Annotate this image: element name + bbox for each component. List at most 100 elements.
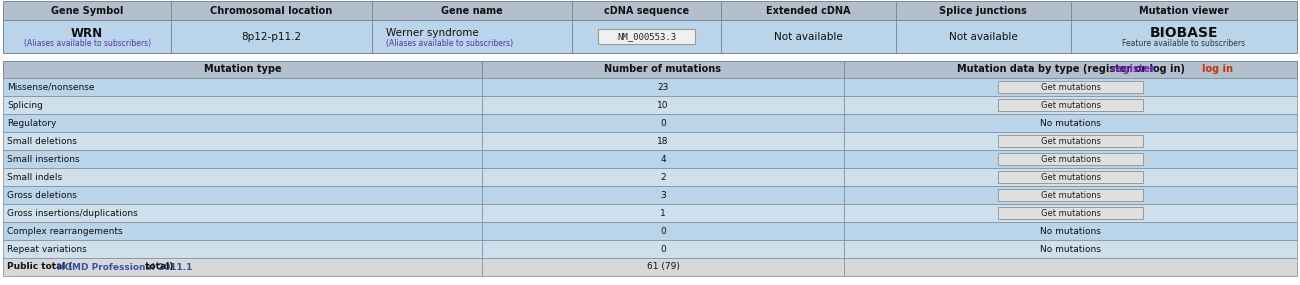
Text: HGMD Professional 2011.1: HGMD Professional 2011.1 <box>57 262 192 272</box>
Text: Number of mutations: Number of mutations <box>604 64 722 74</box>
Bar <box>844 186 1297 204</box>
Text: cDNA sequence: cDNA sequence <box>604 5 689 15</box>
Text: Regulatory: Regulatory <box>6 119 56 127</box>
Text: Small deletions: Small deletions <box>6 137 77 146</box>
Bar <box>998 207 1143 219</box>
Bar <box>998 81 1143 93</box>
Bar <box>722 1 896 20</box>
Text: 3: 3 <box>660 190 666 200</box>
Bar <box>998 135 1143 147</box>
Text: 61 (79): 61 (79) <box>646 262 680 272</box>
Text: Get mutations: Get mutations <box>1040 209 1101 217</box>
Bar <box>3 150 482 168</box>
Bar <box>372 1 572 20</box>
Bar <box>3 20 172 53</box>
Text: NM_000553.3: NM_000553.3 <box>618 32 676 41</box>
Text: 0: 0 <box>660 245 666 253</box>
Bar <box>3 132 482 150</box>
Bar <box>896 20 1071 53</box>
Text: BIOBASE: BIOBASE <box>1149 26 1218 40</box>
Bar <box>482 150 844 168</box>
Text: Get mutations: Get mutations <box>1040 190 1101 200</box>
Text: Not available: Not available <box>949 32 1018 42</box>
Text: 8p12-p11.2: 8p12-p11.2 <box>242 32 302 42</box>
Text: No mutations: No mutations <box>1040 245 1101 253</box>
Bar <box>482 114 844 132</box>
Text: Feature available to subscribers: Feature available to subscribers <box>1122 39 1245 48</box>
Bar <box>844 132 1297 150</box>
Bar <box>172 1 372 20</box>
Bar <box>998 189 1143 201</box>
Bar <box>998 99 1143 111</box>
Bar <box>896 1 1071 20</box>
Bar <box>3 96 482 114</box>
Text: log in: log in <box>1202 64 1232 74</box>
Bar <box>3 222 482 240</box>
Text: (Aliases available to subscribers): (Aliases available to subscribers) <box>23 39 151 48</box>
Text: Get mutations: Get mutations <box>1040 82 1101 91</box>
Text: 0: 0 <box>660 119 666 127</box>
Text: Repeat variations: Repeat variations <box>6 245 87 253</box>
Bar <box>482 96 844 114</box>
Bar <box>844 258 1297 276</box>
Bar <box>3 240 482 258</box>
Bar <box>3 78 482 96</box>
Bar <box>3 114 482 132</box>
Text: Get mutations: Get mutations <box>1040 172 1101 182</box>
Text: (Aliases available to subscribers): (Aliases available to subscribers) <box>386 39 514 48</box>
Text: Chromosomal location: Chromosomal location <box>211 5 333 15</box>
Text: Gross deletions: Gross deletions <box>6 190 77 200</box>
Text: Small indels: Small indels <box>6 172 62 182</box>
Text: Mutation viewer: Mutation viewer <box>1139 5 1228 15</box>
Bar <box>844 96 1297 114</box>
Text: register: register <box>1112 64 1156 74</box>
Bar <box>3 61 482 78</box>
Bar <box>844 78 1297 96</box>
Text: Complex rearrangements: Complex rearrangements <box>6 227 122 235</box>
Text: Splicing: Splicing <box>6 101 43 109</box>
Bar <box>482 132 844 150</box>
Text: 2: 2 <box>660 172 666 182</box>
Bar <box>482 222 844 240</box>
Bar <box>3 1 172 20</box>
Text: 10: 10 <box>658 101 668 109</box>
Bar <box>844 204 1297 222</box>
Bar <box>482 78 844 96</box>
Text: 4: 4 <box>660 154 666 164</box>
Bar <box>482 204 844 222</box>
Bar <box>482 168 844 186</box>
Bar <box>844 150 1297 168</box>
Text: 18: 18 <box>658 137 668 146</box>
Text: 0: 0 <box>660 227 666 235</box>
Bar <box>372 20 572 53</box>
Bar <box>3 204 482 222</box>
Text: Gene name: Gene name <box>441 5 503 15</box>
Bar <box>482 240 844 258</box>
Text: Extended cDNA: Extended cDNA <box>766 5 850 15</box>
Bar <box>998 171 1143 183</box>
Text: Werner syndrome: Werner syndrome <box>386 28 478 38</box>
Bar <box>572 1 722 20</box>
Text: 23: 23 <box>658 82 668 91</box>
Bar <box>998 153 1143 165</box>
Bar <box>3 168 482 186</box>
Text: Get mutations: Get mutations <box>1040 101 1101 109</box>
Bar <box>844 222 1297 240</box>
Bar <box>722 20 896 53</box>
Bar <box>1071 1 1297 20</box>
Text: Public total (: Public total ( <box>6 262 73 272</box>
Bar <box>3 258 482 276</box>
Text: Get mutations: Get mutations <box>1040 137 1101 146</box>
Bar <box>844 168 1297 186</box>
Text: No mutations: No mutations <box>1040 119 1101 127</box>
Text: Gene Symbol: Gene Symbol <box>51 5 124 15</box>
Text: total): total) <box>142 262 173 272</box>
Text: 1: 1 <box>660 209 666 217</box>
Bar <box>598 29 696 44</box>
Text: WRN: WRN <box>72 27 103 40</box>
Bar <box>3 186 482 204</box>
Bar <box>844 114 1297 132</box>
Bar <box>572 20 722 53</box>
Text: Gross insertions/duplications: Gross insertions/duplications <box>6 209 138 217</box>
Bar <box>482 258 844 276</box>
